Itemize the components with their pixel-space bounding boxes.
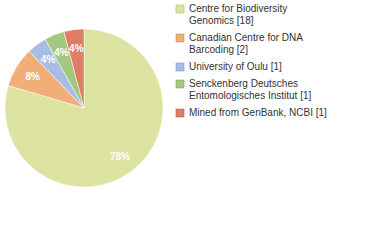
legend-item: Mined from GenBank, NCBI [1] xyxy=(176,107,327,118)
legend-swatch xyxy=(176,5,184,13)
pie xyxy=(5,29,163,187)
legend-item: Centre for BiodiversityGenomics [18] xyxy=(176,3,287,26)
legend-swatch xyxy=(176,34,184,42)
chart: 78%8%4%4%4%Centre for BiodiversityGenomi… xyxy=(0,0,380,240)
legend-label: University of Oulu [1] xyxy=(189,61,282,72)
legend-swatch xyxy=(176,80,184,88)
data-label: 4% xyxy=(54,47,69,58)
legend: Centre for BiodiversityGenomics [18] Cana… xyxy=(176,3,327,118)
pie-slice xyxy=(5,29,163,187)
legend-label: Mined from GenBank, NCBI [1] xyxy=(189,107,327,118)
legend-label: Senckenberg DeutschesEntomologisches Ins… xyxy=(189,78,312,101)
legend-label: Centre for BiodiversityGenomics [18] xyxy=(189,3,287,26)
legend-swatch xyxy=(176,109,184,117)
legend-item: Senckenberg DeutschesEntomologisches Ins… xyxy=(176,78,312,101)
legend-label: Canadian Centre for DNABarcoding [2] xyxy=(189,32,303,55)
data-label: 4% xyxy=(41,54,56,65)
legend-item: Canadian Centre for DNABarcoding [2] xyxy=(176,32,303,55)
data-label: 8% xyxy=(25,71,40,82)
legend-swatch xyxy=(176,63,184,71)
data-label: 4% xyxy=(69,43,84,54)
pie-slice xyxy=(64,29,84,108)
data-label: 78% xyxy=(110,151,130,162)
data-labels: 78%8%4%4%4% xyxy=(25,43,130,162)
legend-item: University of Oulu [1] xyxy=(176,61,282,72)
